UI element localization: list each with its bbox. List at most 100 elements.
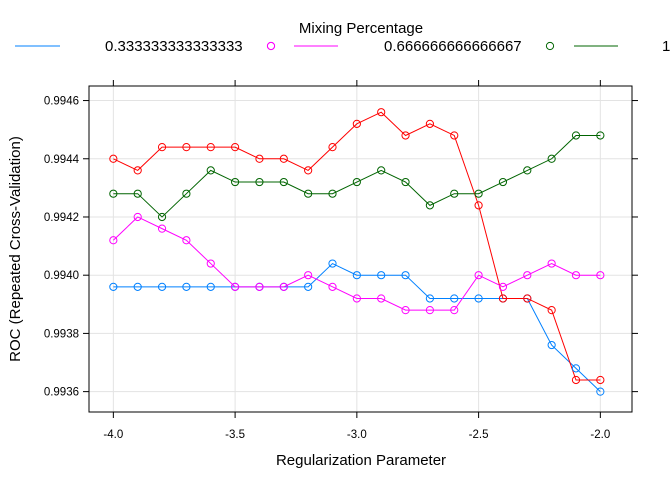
legend: 0.333333333333333 0.666666666666667 1 (15, 38, 670, 55)
data-point (474, 189, 483, 198)
data-point (133, 282, 142, 291)
x-tick-label: -4.0 (103, 429, 123, 441)
data-point (498, 282, 508, 291)
data-point (401, 306, 410, 315)
data-point (328, 259, 337, 268)
x-tick-label: -3.0 (347, 429, 367, 441)
series-points (109, 108, 605, 396)
data-point (425, 119, 434, 128)
data-point (571, 364, 581, 373)
data-point (596, 271, 605, 280)
data-point (182, 236, 191, 245)
data-point (352, 271, 361, 280)
data-point (377, 271, 386, 280)
legend-label-0: 0.333333333333333 (105, 38, 243, 55)
y-tick-label: 0.9940 (44, 270, 79, 282)
data-point (425, 294, 434, 303)
data-point (304, 189, 313, 198)
data-point (571, 271, 581, 280)
data-point (352, 177, 361, 187)
data-point (328, 282, 337, 291)
data-point (304, 282, 313, 291)
x-tick-label: -2.5 (469, 429, 489, 441)
data-point (109, 189, 118, 198)
series-line-1 (113, 216, 601, 311)
data-point (255, 177, 264, 187)
data-point (328, 189, 337, 198)
data-point (255, 154, 264, 163)
data-point (547, 259, 556, 268)
data-point (206, 282, 215, 291)
legend-title: Mixing Percentage (299, 20, 423, 37)
data-point (498, 294, 508, 303)
data-point (377, 108, 386, 117)
data-point (182, 143, 191, 152)
data-point (304, 166, 313, 175)
legend-point-2 (545, 41, 555, 51)
data-point (279, 154, 288, 163)
x-tick-label: -2.0 (590, 429, 610, 441)
data-point (304, 271, 313, 280)
data-point (498, 177, 508, 187)
data-point (206, 166, 215, 175)
data-point (206, 143, 215, 152)
data-point (450, 131, 459, 140)
data-point (109, 154, 118, 163)
data-point (425, 201, 434, 210)
data-point (328, 143, 337, 152)
legend-point-extra (266, 41, 276, 51)
data-point (596, 375, 605, 385)
data-point (377, 294, 386, 303)
data-point (571, 375, 581, 385)
data-point (596, 387, 605, 396)
data-point (182, 189, 191, 198)
series-lines (113, 111, 601, 392)
data-point (450, 294, 459, 303)
series-line-3 (113, 111, 601, 381)
data-point (523, 294, 532, 303)
y-tick-label: 0.9936 (44, 387, 79, 399)
data-point (401, 271, 410, 280)
data-point (109, 282, 118, 291)
data-point (401, 131, 410, 140)
data-point (547, 306, 556, 315)
data-point (230, 282, 240, 291)
data-point (352, 119, 361, 128)
data-point (352, 294, 361, 303)
series-line-2 (113, 134, 601, 218)
data-point (571, 131, 581, 140)
axis-ticks: -4.0 -3.5 -3.0 -2.5 -2.0 0.9936 0.9938 0.9940 0.… (44, 80, 638, 441)
data-point (206, 259, 215, 268)
data-point (523, 271, 532, 280)
data-point (255, 282, 264, 291)
data-point (279, 282, 288, 291)
x-axis-title: Regularization Parameter (276, 452, 446, 469)
y-tick-label: 0.9942 (44, 212, 79, 224)
data-point (425, 306, 434, 315)
data-point (279, 177, 288, 187)
plot-frame (88, 85, 633, 413)
y-axis-title: ROC (Repeated Cross-Validation) (7, 136, 24, 362)
data-point (157, 282, 167, 291)
y-tick-label: 0.9946 (44, 96, 79, 108)
data-point (474, 201, 483, 210)
data-point (450, 306, 459, 315)
y-tick-label: 0.9938 (44, 328, 79, 340)
data-point (474, 294, 483, 303)
data-point (133, 189, 142, 198)
data-point (401, 177, 410, 187)
data-point (182, 282, 191, 291)
data-point (547, 154, 556, 163)
legend-label-2: 1 (662, 38, 670, 55)
grid-lines (89, 86, 632, 412)
y-tick-label: 0.9944 (44, 154, 80, 166)
data-point (450, 189, 459, 198)
data-point (596, 131, 605, 140)
data-point (474, 271, 483, 280)
data-point (157, 224, 167, 233)
data-point (230, 143, 240, 152)
data-point (547, 340, 556, 350)
data-point (133, 166, 142, 175)
data-point (230, 177, 240, 187)
